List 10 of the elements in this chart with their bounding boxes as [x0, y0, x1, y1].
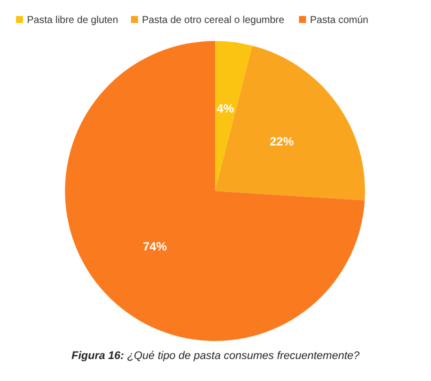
data-label: 4%: [216, 101, 234, 116]
legend-label: Pasta de otro cereal o legumbre: [142, 15, 285, 26]
data-label: 22%: [270, 134, 294, 149]
pie-slice: [215, 41, 252, 191]
pie-slice: [65, 41, 365, 341]
pie-slice: [215, 46, 365, 200]
data-label: 74%: [142, 240, 168, 254]
legend-label: Pasta libre de gluten: [27, 15, 118, 26]
text: Figura 16: ¿Qué tipo de pasta consumes frecuentemente?: [72, 350, 360, 362]
legend-label: Pasta común: [310, 15, 368, 26]
